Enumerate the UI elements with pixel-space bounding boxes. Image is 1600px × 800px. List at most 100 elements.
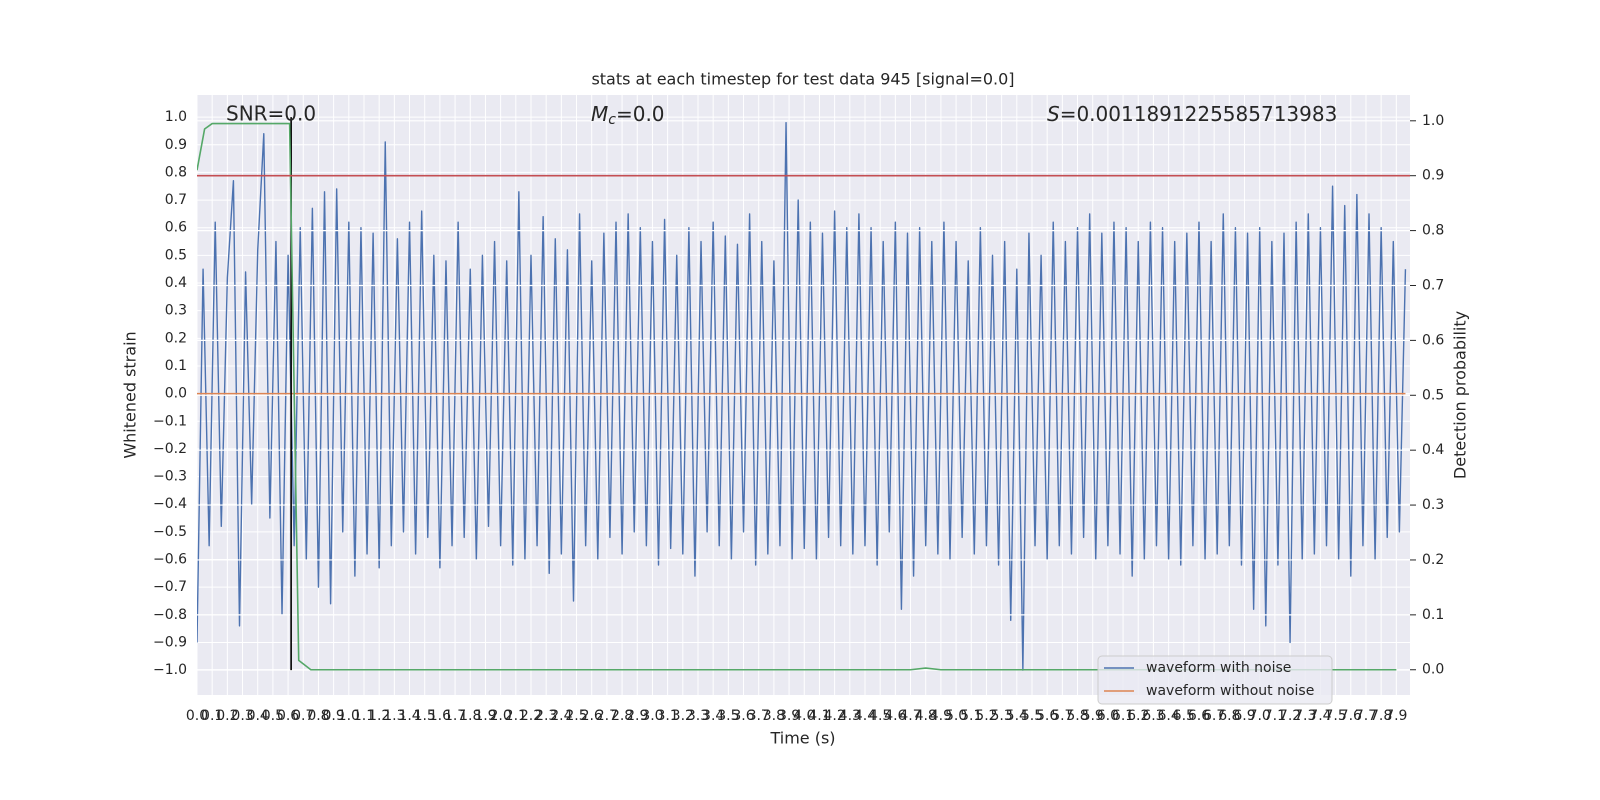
legend: waveform with noise waveform without nois… xyxy=(1097,655,1333,705)
x-tick-label: 3.3 xyxy=(687,708,709,724)
chart-title: stats at each timestep for test data 945… xyxy=(591,70,1014,89)
x-tick-label: 5.1 xyxy=(960,708,982,724)
annotation-symbol: S xyxy=(1047,102,1060,126)
x-tick-label: 5.8 xyxy=(1066,708,1088,724)
y-tick-label: 0.8 xyxy=(165,164,187,180)
x-tick-label: 7.6 xyxy=(1340,708,1362,724)
y-tick-label: 0.3 xyxy=(165,303,187,319)
x-tick-label: 6.7 xyxy=(1203,708,1225,724)
x-tick-label: 6.2 xyxy=(1127,708,1149,724)
y-tick-label: 0.2 xyxy=(165,330,187,346)
x-tick-label: 6.6 xyxy=(1188,708,1210,724)
x-tick-label: 5.2 xyxy=(975,708,997,724)
annotation-symbol: M xyxy=(591,102,608,126)
x-tick-label: 0.3 xyxy=(231,708,253,724)
x-tick-label: 4.2 xyxy=(823,708,845,724)
x-tick-label: 3.0 xyxy=(641,708,663,724)
x-tick-label: 3.4 xyxy=(702,708,724,724)
y-tick-label: 0.6 xyxy=(165,220,187,236)
y-tick-label: −0.7 xyxy=(153,579,187,595)
x-tick-label: 3.1 xyxy=(656,708,678,724)
x-tick-label: 3.6 xyxy=(732,708,754,724)
x-tick-label: 5.9 xyxy=(1082,708,1104,724)
y2-tick-label: 0.8 xyxy=(1422,223,1444,239)
y2-tick-label: 0.1 xyxy=(1422,607,1444,623)
x-tick-label: 5.5 xyxy=(1021,708,1043,724)
x-tick-label: 5.6 xyxy=(1036,708,1058,724)
annotation-value: =0.0 xyxy=(616,102,665,126)
x-tick-label: 0.6 xyxy=(277,708,299,724)
top-layer xyxy=(197,122,1410,671)
y-tick-label: −0.5 xyxy=(153,524,187,540)
x-tick-label: 4.9 xyxy=(930,708,952,724)
annotation: SNR=0.0 xyxy=(226,102,316,126)
y2-tick-label: 0.7 xyxy=(1422,277,1444,293)
x-axis-label: Time (s) xyxy=(769,729,835,748)
x-tick-label: 0.7 xyxy=(292,708,314,724)
x-tick-label: 0.2 xyxy=(216,708,238,724)
x-tick-label: 0.4 xyxy=(247,708,269,724)
x-tick-label: 7.4 xyxy=(1309,708,1331,724)
x-tick-label: 2.7 xyxy=(596,708,618,724)
y-tick-label: −0.1 xyxy=(153,413,187,429)
x-tick-label: 4.3 xyxy=(839,708,861,724)
x-tick-label: 0.5 xyxy=(262,708,284,724)
x-tick-label: 4.0 xyxy=(793,708,815,724)
x-tick-label: 2.3 xyxy=(535,708,557,724)
y2-tick-label: 1.0 xyxy=(1422,113,1444,129)
x-tick-label: 5.3 xyxy=(990,708,1012,724)
x-tick-label: 6.4 xyxy=(1157,708,1179,724)
legend-label: waveform with noise xyxy=(1146,660,1291,676)
y-tick-label: 0.7 xyxy=(165,192,187,208)
y-tick-label: 0.9 xyxy=(165,137,187,153)
series-line xyxy=(197,122,1397,671)
x-tick-label: 1.5 xyxy=(414,708,436,724)
y-tick-label: −0.8 xyxy=(153,607,187,623)
y2-axis-label: Detection probability xyxy=(1451,311,1470,479)
x-tick-label: 0.1 xyxy=(201,708,223,724)
x-tick-label: 6.5 xyxy=(1173,708,1195,724)
x-tick-label: 2.2 xyxy=(520,708,542,724)
x-tick-label: 4.4 xyxy=(854,708,876,724)
x-tick-label: 3.9 xyxy=(778,708,800,724)
x-tick-label: 3.5 xyxy=(717,708,739,724)
x-tick-label: 6.8 xyxy=(1218,708,1240,724)
y-axis-label: Whitened strain xyxy=(121,331,140,458)
y-tick-label: −0.3 xyxy=(153,469,187,485)
x-tick-label: 1.2 xyxy=(368,708,390,724)
data-layer xyxy=(197,121,1407,671)
x-tick-label: 5.0 xyxy=(945,708,967,724)
y2-tick-label: 0.0 xyxy=(1422,662,1444,678)
x-tick-label: 1.9 xyxy=(474,708,496,724)
legend-box xyxy=(1097,655,1333,705)
annotation-value: =0.0011891225585713983 xyxy=(1060,102,1338,126)
x-tick-label: 2.1 xyxy=(505,708,527,724)
annotation: Mc=0.0 xyxy=(591,102,665,129)
x-tick-label: 7.2 xyxy=(1279,708,1301,724)
x-tick-label: 3.2 xyxy=(672,708,694,724)
y2-tick-label: 0.3 xyxy=(1422,497,1444,513)
x-tick-label: 7.1 xyxy=(1264,708,1286,724)
x-tick-label: 0.8 xyxy=(307,708,329,724)
x-tick-label: 7.7 xyxy=(1355,708,1377,724)
x-tick-label: 6.3 xyxy=(1142,708,1164,724)
x-tick-label: 0.9 xyxy=(323,708,345,724)
y2-tick-label: 0.6 xyxy=(1422,332,1444,348)
y-tick-label: 0.4 xyxy=(165,275,187,291)
x-tick-label: 5.7 xyxy=(1051,708,1073,724)
x-tick-label: 7.3 xyxy=(1294,708,1316,724)
y2-tick-label: 0.2 xyxy=(1422,552,1444,568)
x-tick-label: 4.5 xyxy=(869,708,891,724)
text-layer: 0.00.10.20.30.40.50.60.70.80.91.01.11.21… xyxy=(153,109,1444,724)
x-tick-label: 2.8 xyxy=(611,708,633,724)
y-tick-label: −0.6 xyxy=(153,552,187,568)
x-tick-label: 3.8 xyxy=(763,708,785,724)
x-tick-label: 2.4 xyxy=(550,708,572,724)
y-tick-label: 0.0 xyxy=(165,386,187,402)
legend-label: waveform without noise xyxy=(1146,683,1314,699)
x-tick-label: 1.8 xyxy=(459,708,481,724)
annotation: S=0.0011891225585713983 xyxy=(1047,102,1337,126)
y-tick-label: 0.5 xyxy=(165,247,187,263)
y-tick-label: −0.4 xyxy=(153,496,187,512)
